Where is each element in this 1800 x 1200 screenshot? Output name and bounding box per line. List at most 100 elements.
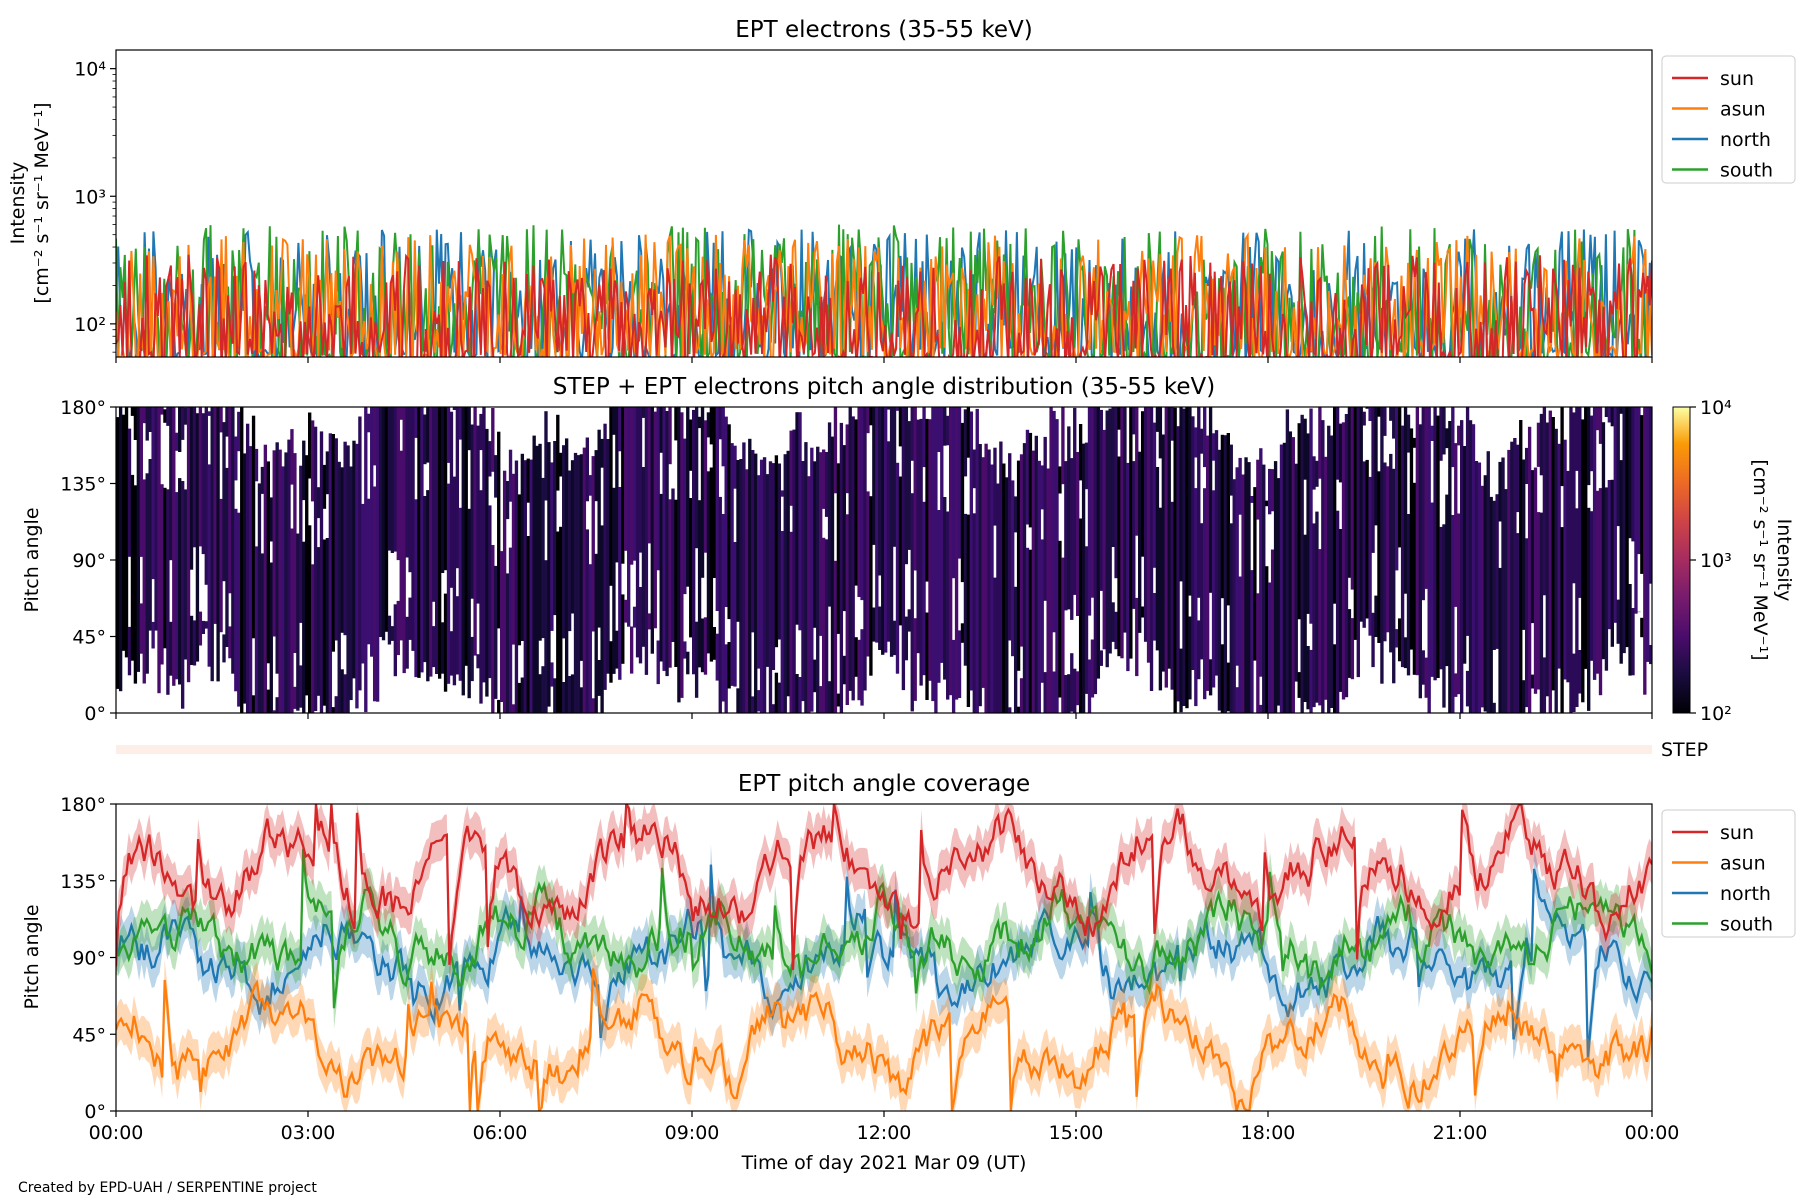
pad-heat-cell: [1241, 474, 1245, 713]
pad-heat-cell: [133, 407, 138, 440]
pad-heat-cell: [1158, 407, 1163, 459]
coverage-title: EPT pitch angle coverage: [738, 771, 1030, 797]
pad-heat-cell: [925, 612, 929, 700]
pad-heat-cell: [1067, 674, 1071, 713]
pad-heat-cell: [860, 407, 864, 601]
pad-heat-cell: [1465, 670, 1470, 707]
pad-heat-cell: [1598, 488, 1603, 696]
pad-heat-cell: [372, 486, 377, 702]
pad-heat-cell: [390, 407, 395, 553]
pad-heat-cell: [842, 655, 846, 685]
pad-heat-cell: [1061, 407, 1065, 485]
pad-heat-cell: [1025, 547, 1030, 713]
pad-heat-cell: [1265, 500, 1269, 507]
pad-heat-cell: [1462, 446, 1467, 664]
pad-heat-cell: [615, 407, 619, 563]
pad-heat-cell: [186, 407, 191, 683]
pad-heat-cell: [1338, 423, 1343, 483]
pad-heat-cell: [1421, 407, 1425, 601]
pad-heat-cell: [455, 596, 460, 675]
pad-ytick-label: 90°: [72, 550, 106, 572]
pad-heat-cell: [1607, 407, 1612, 423]
pad-heat-cell: [384, 407, 389, 632]
pad-heat-cell: [299, 665, 303, 708]
pad-heat-cell: [1073, 407, 1077, 595]
pad-heat-cell: [937, 407, 941, 452]
pad-heat-cell: [570, 460, 575, 614]
pad-heat-cell: [393, 407, 398, 552]
pad-heat-cell: [579, 687, 584, 713]
pad-heat-cell: [1214, 430, 1219, 676]
pad-heat-cell: [1510, 441, 1514, 713]
pad-heat-cell: [334, 696, 338, 713]
pad-heat-cell: [497, 699, 501, 713]
pad-heat-cell: [1303, 418, 1307, 480]
pad-heat-cell: [1539, 512, 1544, 713]
pad-heat-cell: [857, 639, 861, 701]
pad-heat-cell: [399, 407, 403, 420]
pad-heat-cell: [751, 696, 755, 713]
pad-heat-cell: [1043, 436, 1047, 601]
pad-heat-cell: [1436, 415, 1440, 678]
pad-heat-cell: [638, 587, 643, 664]
pad-heat-cell: [1312, 456, 1316, 490]
pad-heat-cell: [644, 407, 649, 675]
pad-heat-cell: [1093, 407, 1098, 695]
pad-heat-cell: [1578, 407, 1582, 598]
pad-heat-cell: [556, 414, 560, 491]
pad-heat-cell: [1412, 437, 1417, 448]
pad-heat-cell: [656, 640, 660, 685]
pad-heat-cell: [1005, 477, 1009, 713]
pad-heat-cell: [1073, 668, 1077, 713]
pad-heat-cell: [916, 419, 920, 654]
pad-heat-cell: [963, 409, 968, 477]
pad-heat-cell: [1028, 432, 1033, 528]
pad-heat-cell: [898, 476, 903, 626]
pad-heat-cell: [1643, 407, 1647, 695]
pad-heat-cell: [715, 633, 719, 681]
pad-heat-cell: [281, 466, 285, 713]
pad-heat-cell: [562, 682, 566, 713]
pad-heat-cell: [733, 542, 737, 687]
pad-heat-cell: [1646, 407, 1650, 662]
pad-heat-cell: [1149, 407, 1154, 691]
pad-heat-cell: [1471, 424, 1476, 713]
pad-heat-cell: [1114, 611, 1118, 650]
pad-heat-cell: [390, 626, 395, 641]
pad-heat-cell: [736, 688, 740, 713]
pad-heat-cell: [269, 562, 273, 713]
pad-heat-cell: [1306, 433, 1310, 614]
pad-heat-cell: [786, 450, 790, 697]
pad-heat-cell: [1238, 457, 1242, 515]
pad-heat-cell: [1480, 485, 1485, 708]
pad-heat-cell: [334, 438, 338, 641]
pad-heat-cell: [886, 407, 891, 410]
pad-heat-cell: [1170, 407, 1174, 441]
pad-heat-cell: [169, 407, 173, 561]
pad-heat-cell: [511, 704, 516, 713]
pad-heat-cell: [1135, 597, 1139, 677]
colorbar-tick-label: 10²: [1700, 703, 1732, 725]
pad-heat-cell: [372, 407, 377, 466]
pad-heat-cell: [1270, 469, 1275, 512]
pad-heat-cell: [166, 489, 170, 695]
pad-heat-cell: [361, 503, 365, 664]
intensity-legend-label-sun: sun: [1720, 68, 1754, 90]
pad-heat-cell: [889, 407, 894, 657]
pad-heat-cell: [139, 407, 143, 557]
pad-heat-cell: [1445, 428, 1449, 449]
pad-heat-cell: [411, 407, 415, 651]
pad-heat-cell: [1634, 407, 1638, 614]
pad-heat-cell: [804, 442, 808, 713]
pad-heat-cell: [827, 681, 832, 713]
pad-heat-cell: [1312, 523, 1316, 708]
pad-heat-cell: [1616, 407, 1620, 527]
pad-heat-cell: [1389, 407, 1393, 421]
pad-heat-cell: [316, 487, 321, 519]
pad-heat-cell: [709, 467, 714, 662]
pad-heat-cell: [1037, 460, 1041, 713]
pad-heat-cell: [816, 446, 820, 713]
pad-heat-cell: [251, 695, 256, 713]
pad-heat-cell: [154, 407, 158, 631]
pad-heat-cell: [178, 478, 182, 685]
